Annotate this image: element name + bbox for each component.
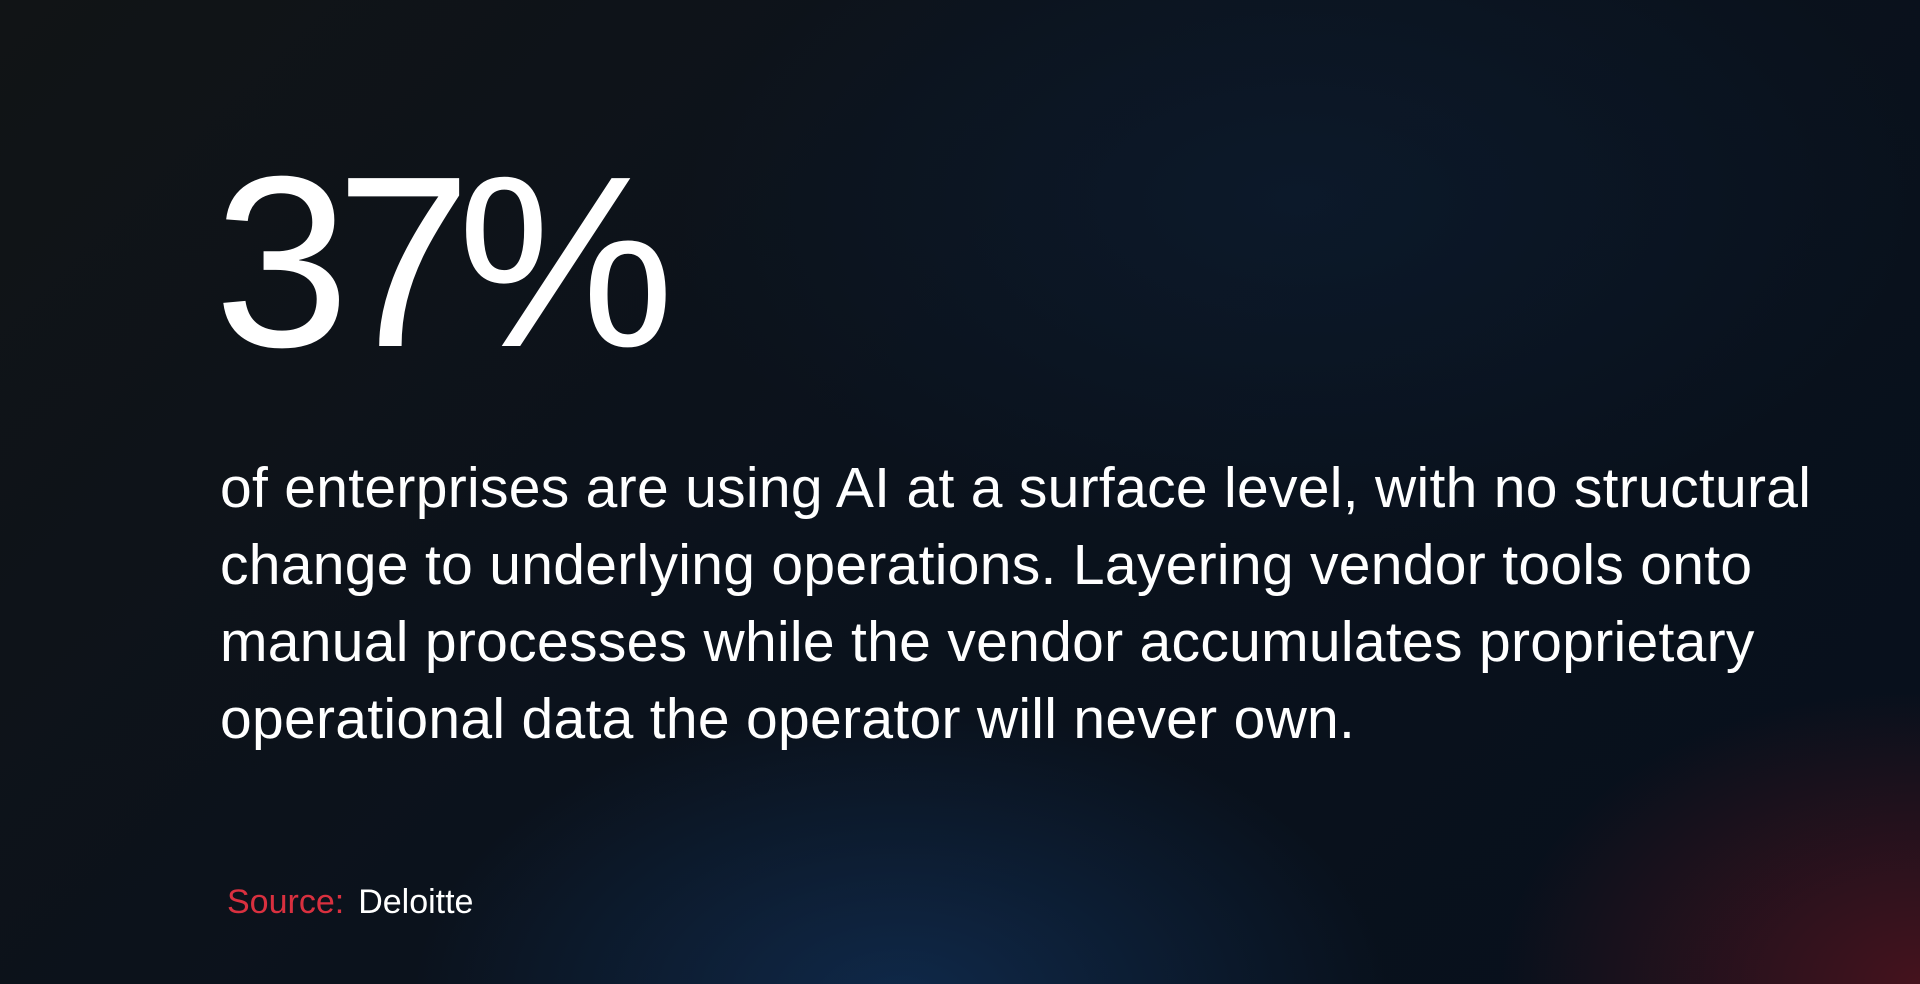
- source-label: Source:: [227, 883, 345, 921]
- stat-value: 37%: [214, 125, 674, 398]
- source-citation: Source: Deloitte: [227, 882, 473, 922]
- source-name: Deloitte: [358, 883, 474, 921]
- stat-description: of enterprises are using AI at a surface…: [220, 456, 1812, 751]
